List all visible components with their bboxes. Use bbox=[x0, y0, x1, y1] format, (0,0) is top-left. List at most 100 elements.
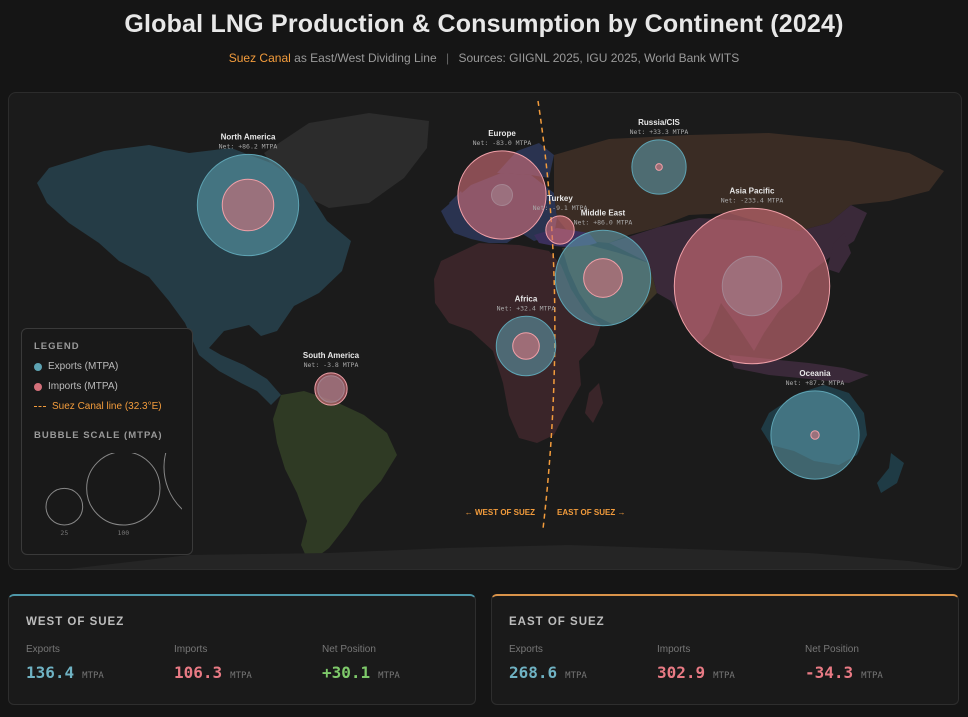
south-america-net-label: Net: -3.8 MTPA bbox=[304, 361, 359, 369]
west-net-label: Net Position bbox=[322, 644, 376, 655]
page-title: Global LNG Production & Consumption by C… bbox=[124, 10, 844, 38]
russia-cis-net-label: Net: +33.3 MTPA bbox=[630, 128, 689, 136]
suez-line-swatch bbox=[34, 406, 46, 407]
west-exports-unit: MTPA bbox=[82, 671, 104, 681]
south-america-name-label: South America bbox=[303, 351, 360, 360]
north-america-imports-bubble[interactable] bbox=[221, 178, 275, 232]
japan-land bbox=[827, 233, 851, 273]
oceania-name-label: Oceania bbox=[799, 369, 831, 378]
west-net: Net Position +30.1 MTPA bbox=[322, 644, 400, 682]
west-heading: WEST OF SUEZ bbox=[26, 616, 125, 628]
scale-label-25: 25 bbox=[60, 529, 68, 537]
west-imports: Imports 106.3 MTPA bbox=[174, 644, 252, 682]
east-heading: EAST OF SUEZ bbox=[509, 616, 605, 628]
west-of-suez-label: ← WEST OF SUEZ bbox=[465, 508, 535, 517]
legend-imports: Imports (MTPA) bbox=[34, 381, 180, 392]
subtitle-highlight: Suez Canal bbox=[228, 51, 291, 65]
antarctica-land bbox=[69, 545, 961, 569]
east-net-value: -34.3 bbox=[805, 663, 854, 682]
north-america-net-label: Net: +86.2 MTPA bbox=[219, 142, 278, 150]
bubble-scale: 25100250 bbox=[45, 453, 182, 537]
asia-pacific-imports-bubble[interactable] bbox=[673, 207, 831, 365]
bubble-scale-heading: BUBBLE SCALE (MTPA) bbox=[34, 430, 163, 441]
new-zealand-land bbox=[877, 453, 904, 493]
madagascar-land bbox=[585, 383, 603, 423]
east-exports: Exports 268.6 MTPA bbox=[509, 644, 587, 682]
imports-swatch bbox=[34, 382, 42, 391]
page-subtitle: Suez Canal as East/West Dividing Line | … bbox=[0, 51, 968, 65]
east-imports: Imports 302.9 MTPA bbox=[657, 644, 735, 682]
south-america-imports-bubble[interactable] bbox=[314, 372, 348, 406]
turkey-imports-bubble[interactable] bbox=[545, 215, 575, 245]
suez-canal-line bbox=[537, 100, 556, 530]
africa-net-label: Net: +32.4 MTPA bbox=[497, 304, 556, 312]
middle-east-net-label: Net: +86.0 MTPA bbox=[574, 218, 633, 226]
turkey-net-label: Net: -9.1 MTPA bbox=[533, 204, 588, 212]
west-net-unit: MTPA bbox=[378, 671, 400, 681]
legend-suez: Suez Canal line (32.3°E) bbox=[34, 401, 180, 412]
russia-cis-name-label: Russia/CIS bbox=[638, 118, 680, 127]
east-net-label: Net Position bbox=[805, 644, 859, 655]
turkey-name-label: Turkey bbox=[547, 194, 573, 203]
map-panel[interactable]: ← WEST OF SUEZ EAST OF SUEZ → North Amer… bbox=[8, 92, 962, 570]
oceania-net-label: Net: +87.2 MTPA bbox=[786, 379, 845, 387]
east-of-suez-label: EAST OF SUEZ → bbox=[557, 508, 625, 517]
east-imports-unit: MTPA bbox=[713, 671, 735, 681]
oceania-imports-bubble[interactable] bbox=[810, 430, 820, 440]
africa-imports-bubble[interactable] bbox=[512, 332, 540, 360]
east-imports-label: Imports bbox=[657, 644, 691, 655]
south-america-land[interactable] bbox=[273, 391, 397, 563]
west-exports: Exports 136.4 MTPA bbox=[26, 644, 104, 682]
legend-exports: Exports (MTPA) bbox=[34, 361, 180, 372]
europe-imports-bubble[interactable] bbox=[457, 150, 547, 240]
east-imports-value: 302.9 bbox=[657, 663, 706, 682]
west-imports-value: 106.3 bbox=[174, 663, 223, 682]
west-of-suez-card: WEST OF SUEZ Exports 136.4 MTPA Imports 1… bbox=[8, 594, 476, 705]
greenland-land bbox=[264, 113, 429, 208]
europe-net-label: Net: -83.0 MTPA bbox=[473, 139, 532, 147]
asia-pacific-name-label: Asia Pacific bbox=[730, 186, 775, 195]
scale-circle-250 bbox=[163, 453, 182, 510]
west-net-value: +30.1 bbox=[322, 663, 371, 682]
east-net-unit: MTPA bbox=[861, 671, 883, 681]
asia-pacific-net-label: Net: -233.4 MTPA bbox=[721, 196, 784, 204]
exports-swatch bbox=[34, 362, 42, 371]
legend-suez-label: Suez Canal line (32.3°E) bbox=[52, 401, 162, 412]
west-exports-label: Exports bbox=[26, 644, 60, 655]
legend-heading: LEGEND bbox=[34, 341, 80, 352]
scale-circle-100 bbox=[86, 453, 161, 526]
west-imports-label: Imports bbox=[174, 644, 208, 655]
legend-imports-label: Imports (MTPA) bbox=[48, 381, 118, 392]
europe-name-label: Europe bbox=[488, 129, 516, 138]
east-of-suez-card: EAST OF SUEZ Exports 268.6 MTPA Imports 3… bbox=[491, 594, 959, 705]
west-exports-value: 136.4 bbox=[26, 663, 75, 682]
legend-exports-label: Exports (MTPA) bbox=[48, 361, 119, 372]
east-net: Net Position -34.3 MTPA bbox=[805, 644, 883, 682]
east-exports-unit: MTPA bbox=[565, 671, 587, 681]
world-map[interactable]: ← WEST OF SUEZ EAST OF SUEZ → North Amer… bbox=[9, 93, 961, 569]
north-america-name-label: North America bbox=[221, 132, 276, 141]
east-exports-value: 268.6 bbox=[509, 663, 558, 682]
scale-circle-25 bbox=[45, 487, 84, 526]
russia-cis-imports-bubble[interactable] bbox=[655, 163, 663, 171]
subtitle-text: as East/West Dividing Line bbox=[294, 51, 437, 65]
legend-panel: LEGEND Exports (MTPA) Imports (MTPA) Sue… bbox=[21, 328, 193, 555]
west-imports-unit: MTPA bbox=[230, 671, 252, 681]
middle-east-name-label: Middle East bbox=[581, 208, 626, 217]
middle-east-imports-bubble[interactable] bbox=[583, 258, 623, 298]
east-exports-label: Exports bbox=[509, 644, 543, 655]
scale-label-100: 100 bbox=[117, 529, 129, 537]
subtitle-divider: | bbox=[446, 51, 450, 65]
africa-name-label: Africa bbox=[515, 294, 538, 303]
subtitle-sources: Sources: GIIGNL 2025, IGU 2025, World Ba… bbox=[458, 51, 740, 65]
